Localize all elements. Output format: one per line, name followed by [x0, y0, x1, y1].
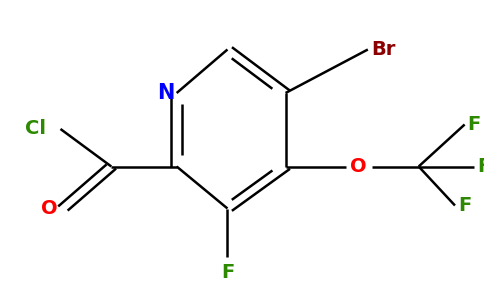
Text: N: N [157, 83, 174, 103]
Text: Br: Br [372, 40, 396, 59]
Text: F: F [458, 196, 471, 215]
Text: F: F [477, 157, 484, 176]
Text: Cl: Cl [25, 119, 46, 139]
Text: O: O [350, 157, 366, 176]
Text: F: F [221, 262, 234, 281]
Text: O: O [42, 199, 58, 218]
Text: F: F [468, 115, 481, 134]
